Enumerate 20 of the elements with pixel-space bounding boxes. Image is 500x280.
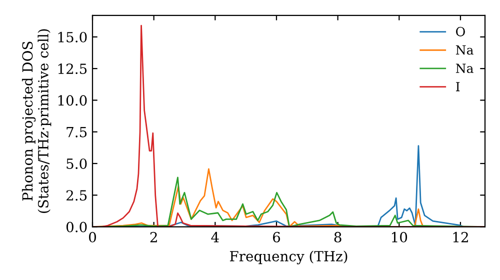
legend-label: O [456,26,465,36]
legend-label: I [456,82,460,92]
x-tick-label: 0 [88,232,96,242]
y-tick-label: 0.0 [66,222,87,232]
x-tick-label: 8 [334,232,342,242]
y-tick-label: 10.0 [58,95,87,106]
x-axis-title: Frequency (THz) [230,250,348,264]
x-tick-label: 10 [392,232,408,242]
y-tick-label: 5.0 [66,158,87,169]
x-tick-label: 2 [150,232,157,242]
legend-label: Na [456,64,474,74]
y-tick-label: 2.5 [66,190,87,201]
y-axis-title: Phonon projected DOS (States/THz·primitive cell) [22,29,52,213]
y-tick-label: 15.0 [58,32,87,42]
x-tick-label: 6 [272,232,280,242]
x-tick-label: 12 [453,232,468,242]
y-tick-label: 12.5 [58,64,87,74]
legend-label: Na [456,45,474,55]
y-tick-label: 7.5 [66,127,87,138]
x-tick-label: 4 [211,232,219,242]
